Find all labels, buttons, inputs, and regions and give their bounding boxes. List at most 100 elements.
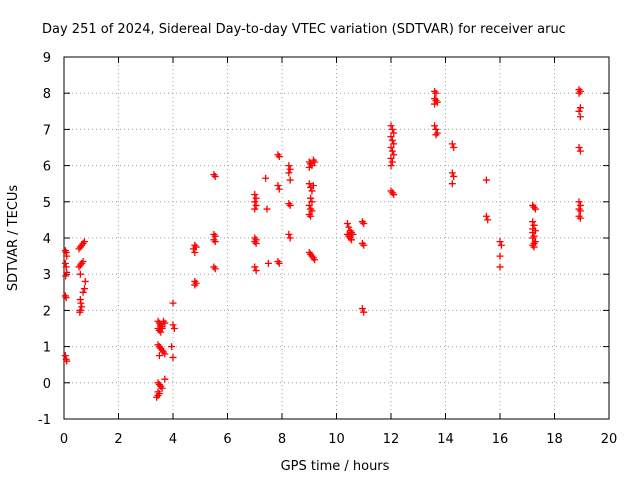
grid — [64, 57, 609, 419]
data-point — [531, 205, 539, 213]
data-point — [275, 259, 283, 267]
data-point — [155, 352, 163, 360]
data-point — [161, 375, 169, 383]
data-point — [431, 122, 439, 130]
x-tick-label: 0 — [60, 432, 68, 447]
data-point — [360, 308, 368, 316]
data-point — [358, 305, 366, 313]
data-point — [191, 248, 199, 256]
data-point — [309, 182, 317, 190]
data-point — [251, 198, 259, 206]
data-point — [575, 198, 583, 206]
data-point — [251, 263, 259, 271]
data-point — [305, 163, 313, 171]
data-point — [157, 328, 165, 336]
data-point — [189, 245, 197, 253]
y-tick-labels: -1 0 1 2 3 4 5 6 7 8 9 — [38, 51, 51, 428]
data-point — [168, 343, 176, 351]
data-point — [530, 243, 538, 251]
data-point — [575, 144, 583, 151]
data-point — [360, 241, 368, 249]
axis-ticks — [63, 56, 610, 420]
data-point — [63, 357, 71, 365]
data-point — [251, 191, 259, 199]
chart-title: Day 251 of 2024, Sidereal Day-to-day VTE… — [42, 22, 566, 37]
data-point — [360, 220, 368, 228]
data-point — [251, 205, 259, 213]
data-point — [448, 180, 456, 188]
y-tick-label: 1 — [43, 341, 51, 356]
y-tick-label: 2 — [43, 304, 51, 319]
data-point — [529, 234, 537, 242]
data-point — [387, 122, 395, 130]
data-point — [170, 325, 178, 332]
data-point — [576, 104, 584, 112]
x-tick-label: 12 — [383, 432, 400, 447]
data-point — [387, 162, 395, 170]
data-point — [262, 174, 270, 182]
data-point — [61, 259, 69, 267]
data-point — [482, 176, 490, 184]
data-point — [530, 221, 538, 229]
data-point — [575, 89, 583, 97]
data-point — [81, 277, 89, 285]
data-point — [450, 144, 458, 151]
data-point — [311, 256, 319, 264]
data-point — [153, 393, 161, 401]
data-point — [76, 308, 84, 316]
data-point — [169, 299, 177, 307]
data-point — [158, 384, 166, 392]
data-points — [61, 86, 584, 401]
data-point — [161, 350, 169, 358]
data-point — [286, 234, 294, 242]
x-tick-labels: 0 2 4 6 8 10 12 14 16 18 20 — [60, 432, 617, 447]
data-point — [191, 281, 199, 289]
data-point — [308, 187, 316, 195]
y-tick-label: 4 — [43, 232, 51, 247]
data-point — [252, 239, 260, 247]
data-point — [286, 165, 294, 173]
x-axis-label: GPS time / hours — [281, 459, 390, 474]
data-point — [529, 218, 537, 226]
data-point — [274, 182, 282, 190]
y-tick-label: 6 — [43, 160, 51, 175]
x-tick-label: 20 — [601, 432, 618, 447]
data-point — [275, 153, 283, 161]
data-point — [169, 321, 177, 329]
data-point — [307, 194, 315, 202]
y-tick-label: -1 — [38, 413, 51, 428]
y-tick-label: 8 — [43, 87, 51, 102]
data-point — [61, 352, 69, 360]
data-point — [77, 299, 85, 307]
data-point — [390, 140, 398, 148]
data-point — [308, 198, 316, 206]
data-point — [286, 201, 294, 209]
data-point — [285, 230, 293, 238]
y-axis-label: SDTVAR / TECUs — [6, 185, 21, 292]
data-point — [390, 191, 398, 199]
data-point — [343, 220, 351, 228]
data-point — [387, 144, 395, 151]
data-point — [285, 162, 293, 170]
y-tick-label: 9 — [43, 51, 51, 66]
data-point — [211, 238, 219, 246]
data-point — [275, 185, 283, 193]
data-point — [311, 158, 319, 166]
data-point — [62, 294, 70, 302]
data-point — [79, 258, 87, 266]
data-point — [80, 285, 88, 293]
y-tick-label: 3 — [43, 268, 51, 283]
data-point — [388, 147, 396, 155]
data-point — [63, 268, 71, 276]
data-point — [388, 158, 396, 166]
x-tick-label: 8 — [278, 432, 286, 447]
data-point — [576, 214, 584, 222]
data-point — [575, 107, 583, 115]
data-point — [484, 216, 492, 224]
x-tick-label: 10 — [328, 432, 345, 447]
data-point — [347, 236, 355, 244]
data-point — [496, 238, 504, 246]
data-point — [307, 212, 315, 220]
data-point — [80, 238, 88, 246]
